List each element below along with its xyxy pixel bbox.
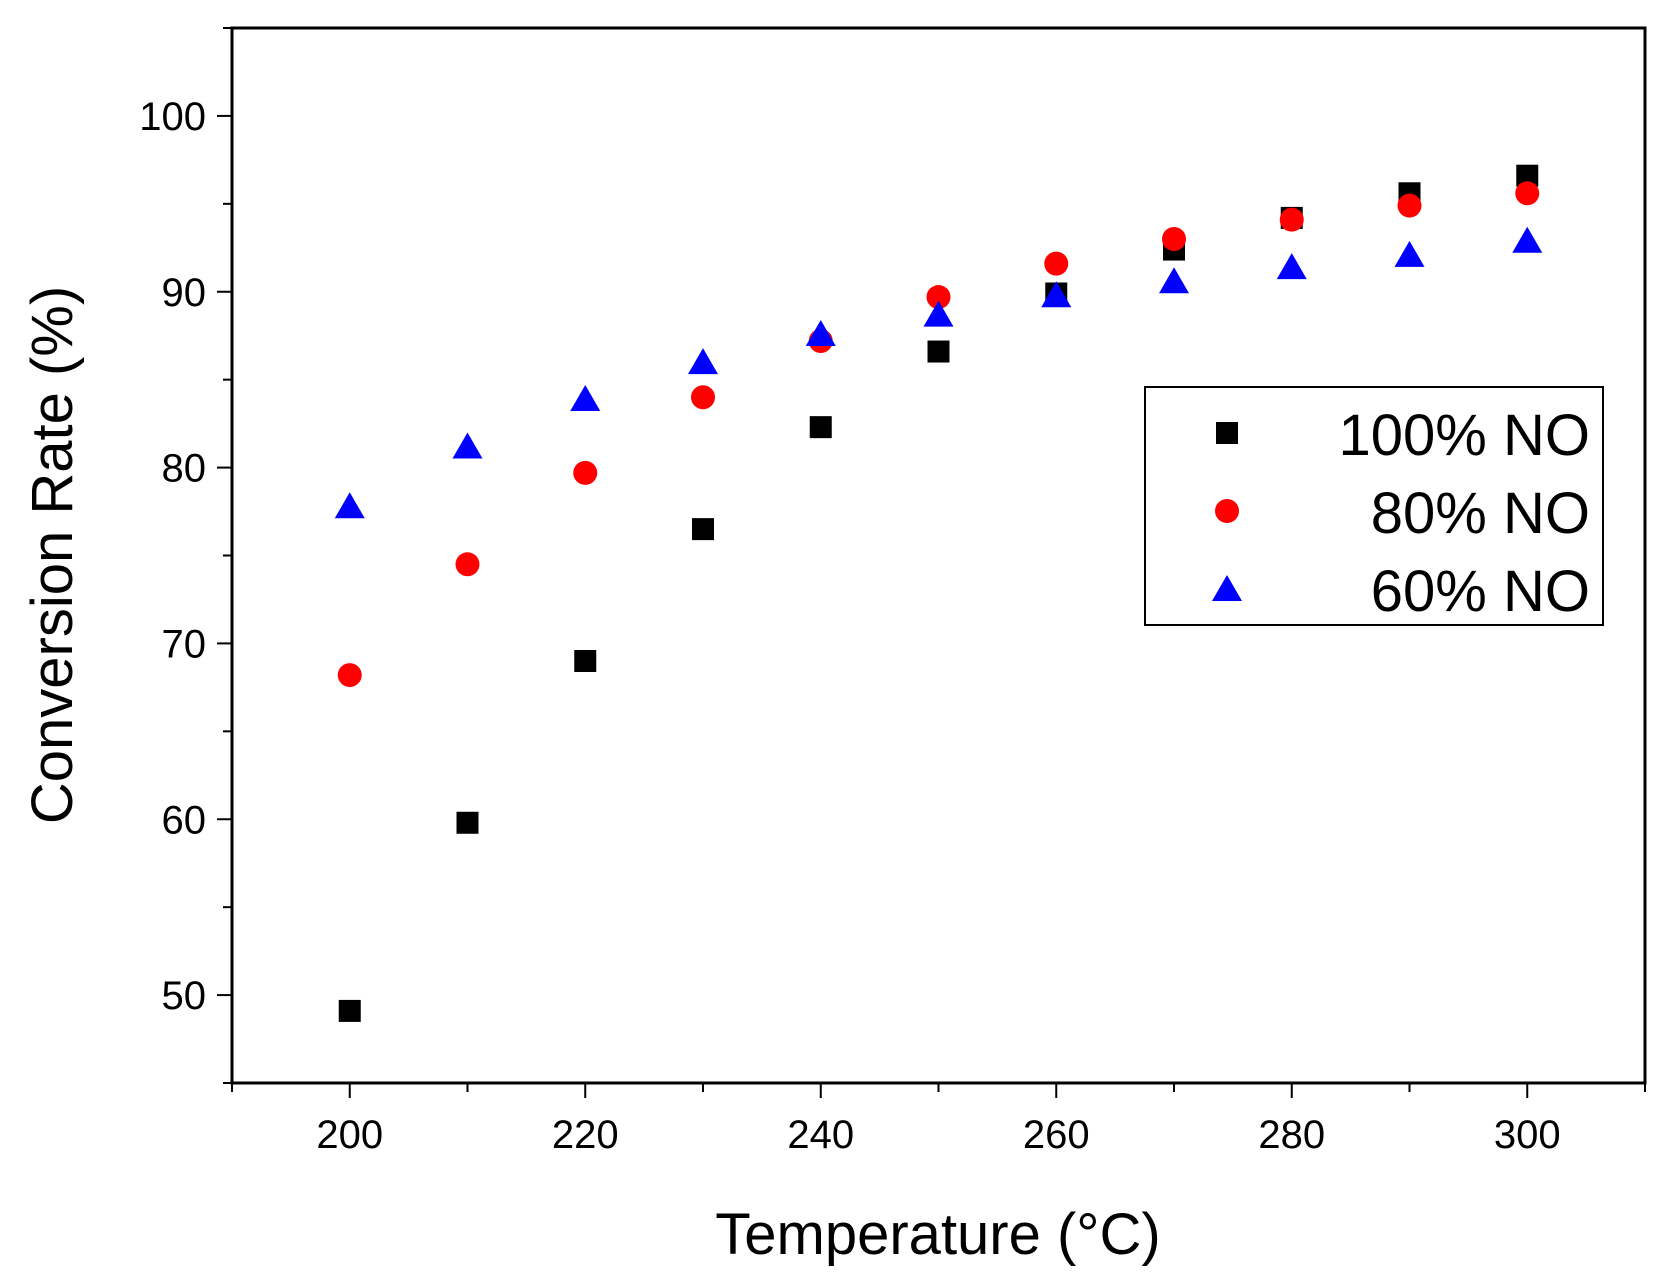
legend-marker-triangle bbox=[1212, 575, 1242, 601]
data-point-circle bbox=[926, 285, 951, 310]
y-tick-label: 50 bbox=[162, 974, 207, 1018]
data-point-square bbox=[574, 650, 597, 672]
legend-label: 100% NO bbox=[1339, 403, 1590, 468]
legend-marker-square bbox=[1216, 422, 1238, 444]
y-tick-label: 70 bbox=[162, 622, 207, 666]
x-axis-title: Temperature (°C) bbox=[715, 1202, 1160, 1267]
y-tick-label: 100 bbox=[139, 95, 206, 139]
data-point-triangle bbox=[1276, 253, 1307, 280]
y-axis-title: Conversion Rate (%) bbox=[20, 286, 85, 824]
x-tick-label: 200 bbox=[316, 1113, 383, 1157]
data-point-triangle bbox=[570, 385, 601, 412]
legend: 100% NO 80% NO 60% NO bbox=[1144, 386, 1604, 626]
data-point-square bbox=[809, 416, 832, 439]
x-axis-ticks: 200 220 240 260 280 300 bbox=[231, 1083, 1646, 1157]
x-tick-label: 300 bbox=[1494, 1113, 1561, 1157]
y-tick-label: 60 bbox=[162, 798, 207, 842]
x-tick-label: 280 bbox=[1258, 1113, 1325, 1157]
data-point-triangle bbox=[334, 492, 365, 519]
data-point-triangle bbox=[1512, 226, 1543, 253]
data-point-triangle bbox=[1041, 281, 1072, 308]
x-tick-label: 260 bbox=[1023, 1113, 1090, 1157]
data-point-triangle bbox=[805, 319, 836, 346]
legend-label: 60% NO bbox=[1371, 559, 1590, 624]
legend-marker-circle bbox=[1215, 499, 1239, 523]
data-point-circle bbox=[573, 460, 598, 485]
y-axis-ticks: 50 60 70 80 90 100 bbox=[139, 27, 232, 1084]
y-tick-label: 80 bbox=[162, 447, 207, 491]
data-point-circle bbox=[455, 552, 480, 577]
data-point-circle bbox=[691, 385, 715, 410]
data-markers bbox=[334, 164, 1543, 1022]
data-point-triangle bbox=[452, 432, 483, 459]
data-point-triangle bbox=[1394, 240, 1425, 267]
data-point-circle bbox=[337, 663, 362, 688]
data-point-triangle bbox=[688, 348, 718, 375]
x-tick-label: 220 bbox=[552, 1113, 619, 1157]
data-point-circle bbox=[1279, 207, 1304, 232]
data-point-square bbox=[1516, 164, 1539, 187]
data-point-circle bbox=[1044, 251, 1069, 276]
data-point-square bbox=[456, 811, 479, 834]
data-point-circle bbox=[1162, 227, 1186, 251]
data-point-triangle bbox=[1159, 267, 1189, 294]
data-point-square bbox=[338, 999, 361, 1022]
legend-label: 80% NO bbox=[1371, 481, 1590, 546]
y-tick-label: 90 bbox=[162, 271, 207, 315]
data-point-square bbox=[692, 518, 714, 541]
data-point-square bbox=[927, 340, 950, 363]
x-tick-label: 240 bbox=[787, 1113, 854, 1157]
data-point-circle bbox=[1397, 193, 1422, 218]
data-point-circle bbox=[1515, 181, 1540, 206]
data-point-triangle bbox=[923, 300, 954, 327]
